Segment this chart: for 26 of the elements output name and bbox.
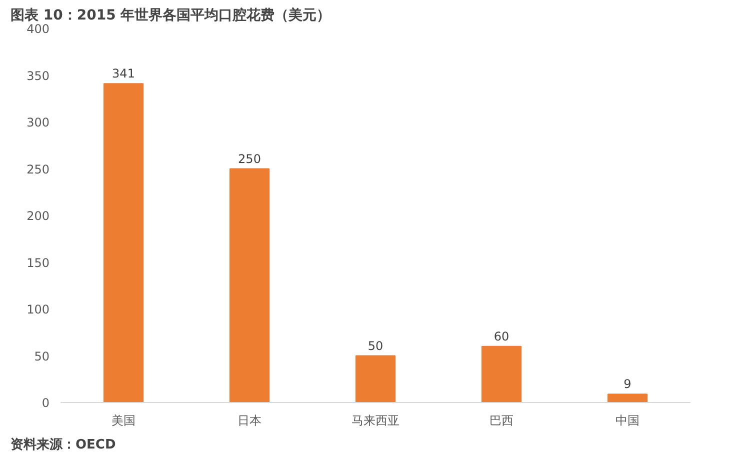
x-tick-label: 日本 [238,414,262,428]
y-tick-label: 150 [26,256,50,270]
y-tick-label: 0 [42,396,50,410]
bar [607,394,648,402]
data-label: 60 [494,329,510,344]
data-label: 9 [624,377,632,392]
y-tick-label: 100 [26,302,50,316]
bar [229,168,270,402]
data-label: 250 [238,152,261,166]
x-tick-label: 巴西 [490,414,514,428]
y-tick-label: 250 [26,162,50,176]
x-tick-label: 美国 [112,414,136,428]
bar [481,346,522,402]
text: 资料来源：OECD [10,438,116,452]
y-tick-label: 200 [26,209,50,223]
data-label: 50 [368,338,384,353]
y-tick-label: 400 [26,22,50,36]
y-tick-label: 350 [26,68,50,83]
x-tick-label: 马来西亚 [352,414,400,428]
bar [355,355,396,402]
x-tick-label: 中国 [616,414,640,428]
bar [103,83,144,402]
data-label: 341 [112,66,135,81]
y-tick-label: 300 [26,116,50,130]
y-tick-label: 50 [34,349,50,364]
chart-title: 图表 10：2015 年世界各国平均口腔花费（美元） [10,6,331,24]
